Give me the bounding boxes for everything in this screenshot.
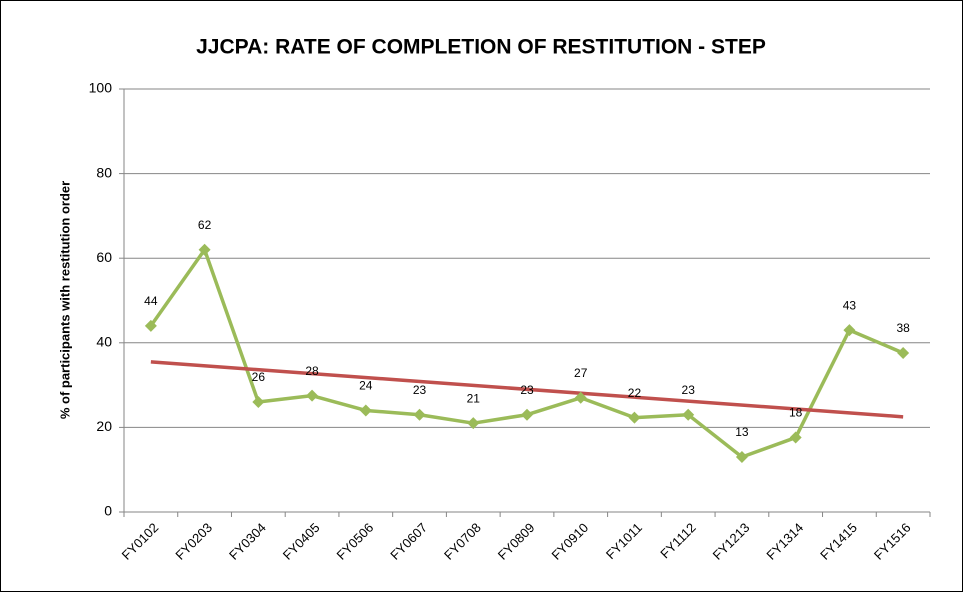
data-point — [843, 324, 856, 337]
y-tick-label: 40 — [96, 334, 112, 350]
data-point — [521, 408, 533, 421]
data-point — [789, 431, 802, 444]
y-tick-label: 100 — [89, 80, 113, 96]
data-label: 27 — [574, 366, 588, 380]
data-point — [413, 408, 426, 421]
data-point — [144, 319, 157, 332]
y-tick-label: 0 — [104, 503, 112, 519]
data-label: 23 — [520, 383, 534, 397]
data-point — [306, 389, 319, 402]
data-point — [198, 243, 211, 256]
data-label: 18 — [789, 406, 803, 420]
data-point — [359, 404, 372, 417]
y-tick-label: 20 — [96, 418, 112, 434]
y-tick-label: 60 — [96, 249, 112, 265]
data-label: 62 — [198, 218, 212, 232]
data-point — [628, 411, 641, 424]
data-point — [574, 391, 587, 404]
data-label: 43 — [843, 298, 857, 312]
trendline — [150, 360, 904, 419]
data-label: 13 — [735, 425, 749, 439]
data-point — [467, 417, 480, 430]
data-label: 24 — [359, 379, 373, 393]
data-label: 26 — [252, 370, 266, 384]
y-tick-label: 80 — [96, 164, 112, 180]
data-point — [735, 451, 748, 464]
y-axis-label: % of participants with restitution order — [57, 181, 72, 419]
data-point — [897, 346, 910, 359]
data-label: 21 — [467, 391, 481, 405]
data-label: 44 — [144, 294, 158, 308]
data-label: 38 — [896, 321, 910, 335]
chart-title: JJCPA: RATE OF COMPLETION OF RESTITUTION… — [196, 36, 766, 59]
data-point — [252, 396, 265, 409]
data-label: 28 — [305, 364, 319, 378]
data-label: 23 — [413, 383, 427, 397]
data-point — [682, 408, 695, 421]
data-label: 23 — [682, 383, 696, 397]
data-label: 22 — [628, 386, 642, 400]
